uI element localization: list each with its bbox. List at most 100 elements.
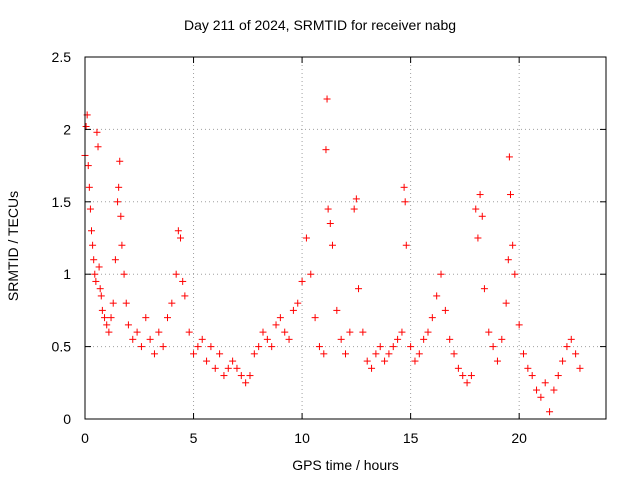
data-point xyxy=(480,285,488,293)
data-point xyxy=(118,241,126,249)
data-point xyxy=(174,227,182,235)
y-axis-label: SRMTID / TECUs xyxy=(5,190,21,302)
data-point xyxy=(326,220,334,228)
data-point xyxy=(415,350,423,358)
data-point xyxy=(515,321,523,329)
data-point xyxy=(550,386,558,394)
x-tick-label: 0 xyxy=(81,430,89,446)
data-point xyxy=(142,314,150,322)
data-point xyxy=(322,146,330,154)
data-point xyxy=(381,357,389,365)
y-tick-label: 0.5 xyxy=(52,339,72,355)
data-point xyxy=(363,357,371,365)
data-point xyxy=(376,343,384,351)
data-point xyxy=(372,350,380,358)
data-point xyxy=(198,335,206,343)
data-point xyxy=(476,191,484,199)
axis-ticks: 0 5 10 15 20 0 0.5 1 1.5 2 2.5 xyxy=(52,49,606,446)
data-point xyxy=(446,335,454,343)
data-point xyxy=(302,234,310,242)
data-point xyxy=(411,357,419,365)
data-point xyxy=(85,183,93,191)
data-point xyxy=(509,241,517,249)
data-point xyxy=(86,205,94,213)
data-point xyxy=(285,335,293,343)
data-point xyxy=(563,343,571,351)
data-point xyxy=(91,270,99,278)
y-tick-label: 2 xyxy=(63,121,71,137)
data-point xyxy=(168,299,176,307)
y-tick-label: 0 xyxy=(63,411,71,427)
data-point xyxy=(400,183,408,191)
data-point xyxy=(172,270,180,278)
y-tick-label: 2.5 xyxy=(52,49,72,65)
data-point xyxy=(398,328,406,336)
data-point xyxy=(489,343,497,351)
data-point xyxy=(493,357,501,365)
data-point xyxy=(90,256,98,264)
data-point xyxy=(328,241,336,249)
grid-lines xyxy=(85,57,606,419)
data-point xyxy=(115,183,123,191)
data-points xyxy=(81,95,584,416)
data-point xyxy=(268,343,276,351)
x-tick-label: 20 xyxy=(511,430,527,446)
y-tick-label: 1 xyxy=(63,266,71,282)
data-point xyxy=(463,379,471,387)
data-point xyxy=(424,328,432,336)
data-point xyxy=(441,306,449,314)
x-tick-label: 15 xyxy=(403,430,419,446)
data-point xyxy=(298,277,306,285)
data-point xyxy=(107,314,115,322)
data-point xyxy=(263,335,271,343)
data-point xyxy=(407,343,415,351)
plot-frame xyxy=(84,56,607,420)
data-point xyxy=(567,335,575,343)
data-point xyxy=(437,270,445,278)
data-point xyxy=(342,350,349,358)
data-point xyxy=(311,314,319,322)
data-point xyxy=(276,314,284,322)
data-point xyxy=(315,343,323,351)
data-point xyxy=(524,364,532,372)
data-point xyxy=(109,299,117,307)
data-point xyxy=(355,285,363,293)
data-point xyxy=(94,143,102,151)
data-point xyxy=(185,328,193,336)
data-point xyxy=(502,299,510,307)
data-point xyxy=(105,328,113,336)
data-point xyxy=(114,198,122,206)
data-point xyxy=(84,162,92,170)
data-point xyxy=(146,335,154,343)
data-point xyxy=(350,205,358,213)
y-tick-label: 1.5 xyxy=(52,194,72,210)
data-point xyxy=(163,314,171,322)
data-point xyxy=(320,350,328,358)
data-point xyxy=(159,343,167,351)
x-axis-label: GPS time / hours xyxy=(292,457,399,473)
data-point xyxy=(576,364,584,372)
data-point xyxy=(401,198,409,206)
data-point xyxy=(220,372,228,380)
data-point xyxy=(237,372,245,380)
data-point xyxy=(93,128,101,136)
data-point xyxy=(98,306,106,314)
data-point xyxy=(101,314,109,322)
data-point xyxy=(467,372,475,380)
data-point xyxy=(394,335,402,343)
data-point xyxy=(533,386,541,394)
data-point xyxy=(207,343,215,351)
x-tick-label: 10 xyxy=(294,430,310,446)
data-point xyxy=(96,285,104,293)
data-point xyxy=(155,328,163,336)
data-point xyxy=(428,314,436,322)
data-point xyxy=(459,372,467,380)
data-point xyxy=(216,350,224,358)
data-point xyxy=(281,328,289,336)
data-point xyxy=(478,212,486,220)
data-point xyxy=(97,292,105,300)
data-point xyxy=(402,241,410,249)
data-point xyxy=(82,123,90,131)
data-point xyxy=(511,270,519,278)
